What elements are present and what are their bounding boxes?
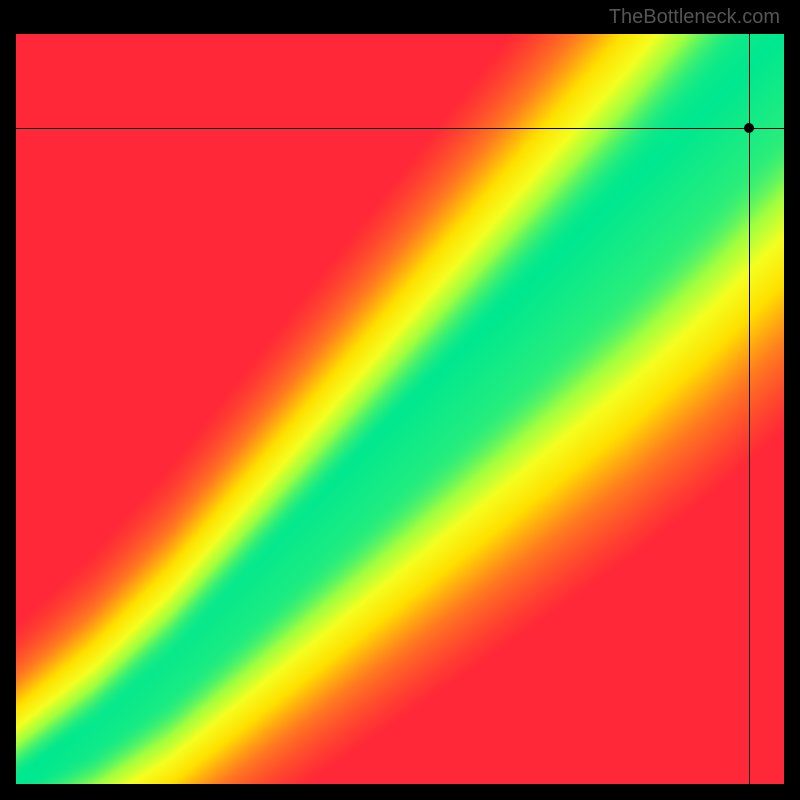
heatmap-canvas: [16, 34, 784, 784]
heatmap-plot: [16, 34, 784, 784]
crosshair-horizontal: [16, 128, 784, 129]
crosshair-marker: [744, 123, 754, 133]
crosshair-vertical: [749, 34, 750, 784]
watermark-text: TheBottleneck.com: [609, 6, 780, 29]
